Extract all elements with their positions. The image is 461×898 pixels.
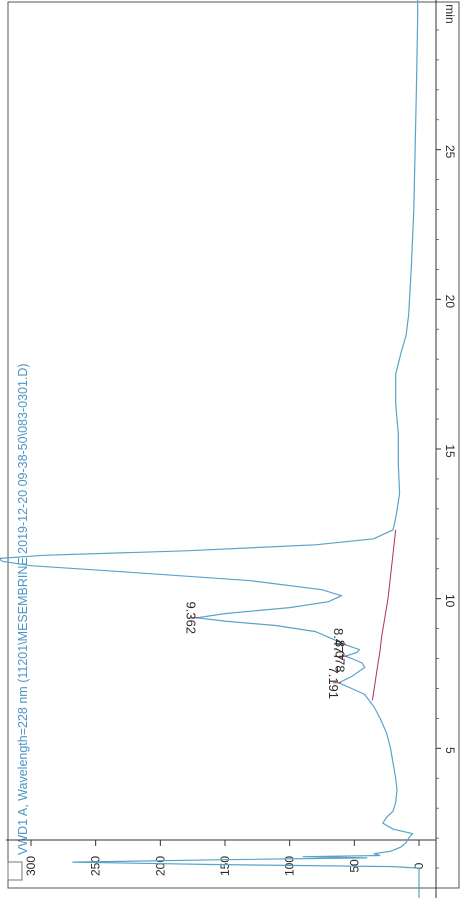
integration-baseline [371, 529, 397, 701]
legend-swatch [7, 861, 23, 881]
signal-tick-label: 300 [24, 856, 38, 876]
peak-label: 7.191 [326, 666, 341, 699]
time-tick-label: 25 [443, 145, 457, 159]
peak-label: 8.477 [331, 628, 346, 661]
time-tick-label: 10 [443, 594, 457, 608]
peak-label: 9.362 [184, 601, 199, 634]
chart-frame [7, 1, 460, 889]
time-tick-label: 20 [443, 295, 457, 309]
peak-label: 11.341 [0, 539, 1, 578]
time-tick-label: min [443, 4, 457, 23]
time-tick-label: 15 [443, 444, 457, 458]
signal-tick-label: 0 [412, 862, 426, 869]
signal-trace [0, 0, 420, 898]
signal-tick-label: 200 [153, 856, 167, 876]
signal-tick-label: 150 [218, 856, 232, 876]
chart-title: VWD1 A, Wavelength=228 nm (11201\MESEMBR… [16, 363, 30, 855]
signal-tick-label: 250 [89, 856, 103, 876]
time-tick-label: 5 [443, 747, 457, 754]
peak-label: 8.078 [332, 640, 347, 673]
